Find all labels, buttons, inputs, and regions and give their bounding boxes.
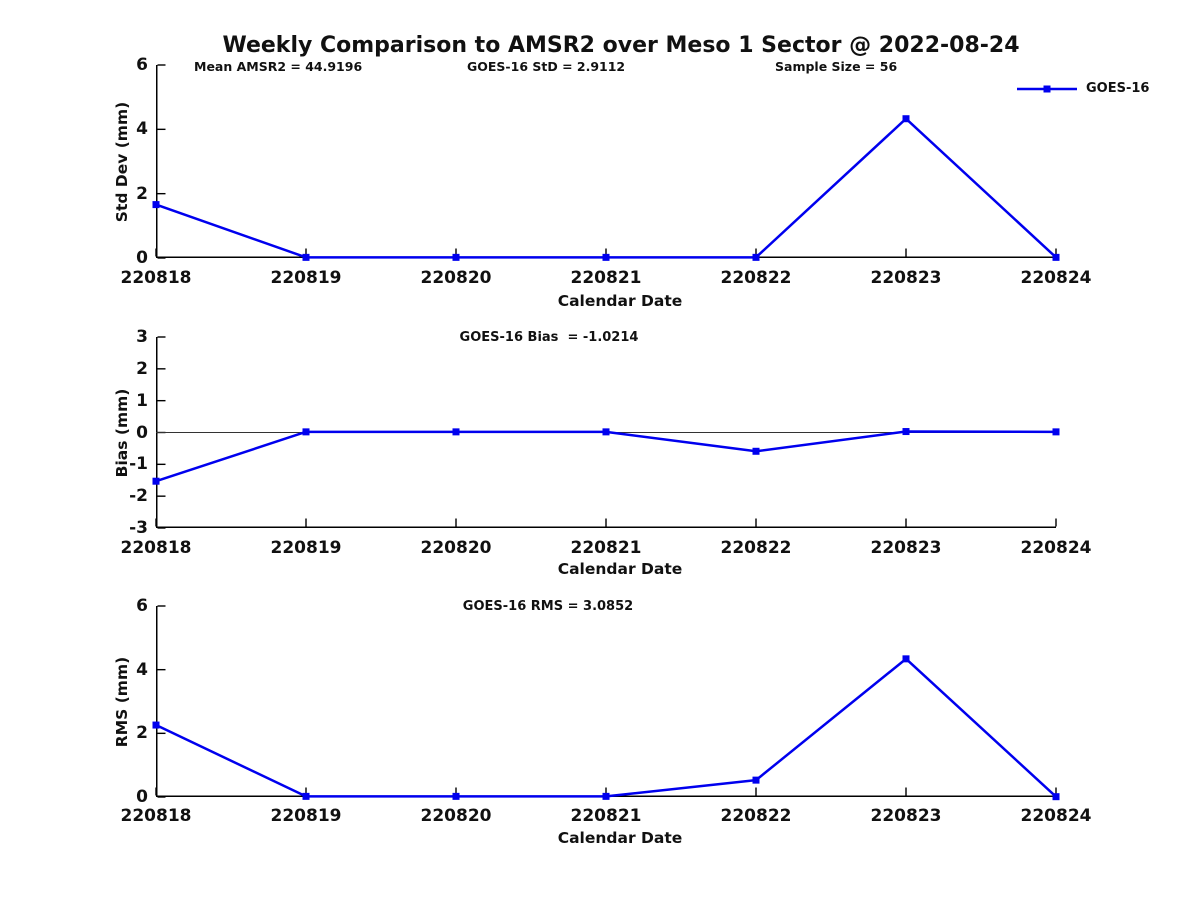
y-tick-label: 2 bbox=[136, 358, 148, 379]
data-point-marker bbox=[902, 115, 910, 123]
x-tick-label: 220818 bbox=[120, 538, 192, 558]
y-tick-label: 4 bbox=[136, 119, 148, 140]
legend: GOES-16 bbox=[1017, 81, 1149, 96]
y-axis-label: RMS (mm) bbox=[113, 656, 131, 747]
axis-spines bbox=[156, 65, 1056, 258]
data-point-marker bbox=[452, 792, 460, 800]
x-tick-label: 220822 bbox=[720, 538, 792, 558]
x-tick-label: 220821 bbox=[570, 538, 642, 558]
data-point-marker bbox=[752, 253, 760, 261]
data-point-marker bbox=[302, 253, 310, 261]
x-tick-label: 220818 bbox=[120, 268, 192, 288]
y-tick-label: 2 bbox=[136, 723, 148, 744]
x-tick-label: 220820 bbox=[420, 268, 492, 288]
x-tick-label: 220824 bbox=[1020, 538, 1092, 558]
y-tick-label: 6 bbox=[136, 596, 148, 616]
data-point-marker bbox=[152, 201, 160, 209]
data-point-marker bbox=[602, 253, 610, 261]
x-tick-label: 220818 bbox=[120, 806, 192, 826]
y-tick-label: 1 bbox=[136, 390, 148, 411]
x-tick-label: 220821 bbox=[570, 268, 642, 288]
plot-area bbox=[152, 336, 1060, 529]
data-point-marker bbox=[152, 721, 160, 729]
y-axis-label: Std Dev (mm) bbox=[113, 101, 131, 222]
y-tick-label: -1 bbox=[129, 454, 148, 475]
x-tick-label: 220819 bbox=[270, 806, 342, 826]
x-tick-label: 220823 bbox=[870, 268, 942, 288]
y-tick-label: 6 bbox=[136, 55, 148, 75]
y-tick-label: 4 bbox=[136, 659, 148, 680]
stat-annotation: Mean AMSR2 = 44.9196 bbox=[194, 59, 363, 74]
series-line bbox=[154, 117, 1058, 259]
plot-area bbox=[152, 64, 1060, 261]
y-tick-label: 3 bbox=[136, 327, 148, 347]
series-line bbox=[154, 657, 1058, 798]
y-tick-label: -2 bbox=[129, 486, 148, 507]
x-tick-label: 220824 bbox=[1020, 806, 1092, 826]
x-tick-label: 220820 bbox=[420, 538, 492, 558]
data-point-marker bbox=[752, 776, 760, 784]
y-tick-label: 0 bbox=[136, 787, 148, 807]
legend-label: GOES-16 bbox=[1086, 81, 1150, 96]
data-point-marker bbox=[1052, 793, 1060, 801]
legend-marker-icon bbox=[1017, 85, 1077, 92]
stat-annotation: Sample Size = 56 bbox=[775, 59, 898, 74]
x-tick-label: 220819 bbox=[270, 538, 342, 558]
x-axis-label: Calendar Date bbox=[557, 829, 683, 847]
data-point-marker bbox=[902, 655, 910, 663]
plot-area bbox=[152, 605, 1060, 801]
axis-spines bbox=[156, 606, 1056, 797]
x-tick-label: 220823 bbox=[870, 806, 942, 826]
data-point-marker bbox=[452, 253, 460, 261]
data-point-marker bbox=[752, 447, 760, 455]
data-point-marker bbox=[302, 792, 310, 800]
data-point-marker bbox=[902, 428, 910, 436]
data-point-marker bbox=[152, 477, 160, 485]
page-title: Weekly Comparison to AMSR2 over Meso 1 S… bbox=[222, 33, 1020, 58]
data-point-marker bbox=[1052, 253, 1060, 261]
x-tick-label: 220822 bbox=[720, 806, 792, 826]
panel-title: GOES-16 Bias = -1.0214 bbox=[459, 330, 639, 345]
series-line bbox=[154, 430, 1058, 483]
y-tick-label: -3 bbox=[129, 518, 148, 538]
x-tick-label: 220821 bbox=[570, 806, 642, 826]
x-tick-label: 220824 bbox=[1020, 268, 1092, 288]
panel-title: GOES-16 RMS = 3.0852 bbox=[462, 599, 634, 614]
data-point-marker bbox=[602, 792, 610, 800]
data-point-marker bbox=[602, 428, 610, 436]
data-point-marker bbox=[302, 428, 310, 436]
data-point-marker bbox=[1052, 428, 1060, 436]
x-tick-label: 220822 bbox=[720, 268, 792, 288]
axis-spines bbox=[156, 337, 1056, 528]
x-axis-label: Calendar Date bbox=[557, 560, 683, 578]
x-tick-label: 220823 bbox=[870, 538, 942, 558]
y-tick-label: 0 bbox=[136, 422, 148, 443]
y-tick-label: 2 bbox=[136, 183, 148, 204]
data-point-marker bbox=[452, 428, 460, 436]
x-tick-label: 220819 bbox=[270, 268, 342, 288]
y-tick-label: 0 bbox=[136, 248, 148, 268]
stat-annotation: GOES-16 StD = 2.9112 bbox=[467, 59, 626, 74]
legend-square bbox=[1043, 85, 1051, 92]
x-tick-label: 220820 bbox=[420, 806, 492, 826]
x-axis-label: Calendar Date bbox=[557, 292, 683, 310]
